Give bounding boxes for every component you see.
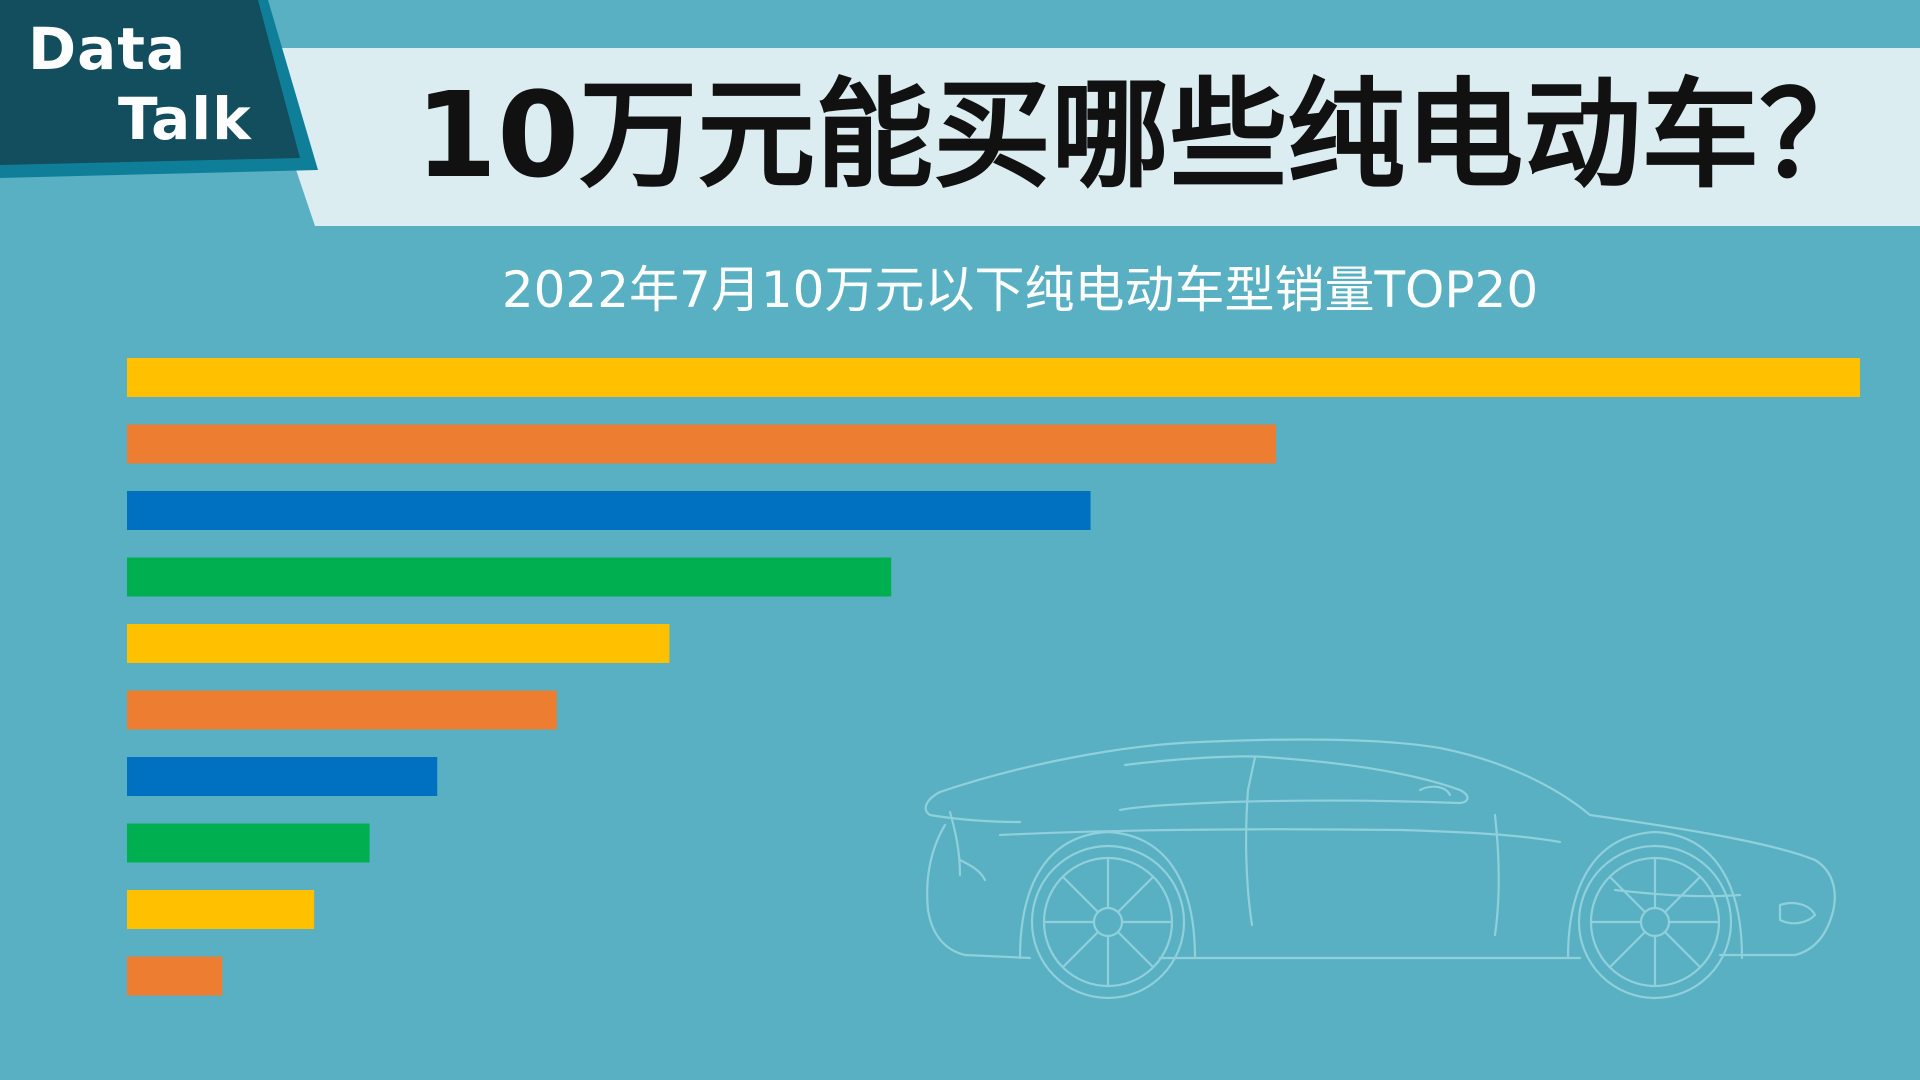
bar-2 bbox=[127, 424, 1276, 464]
badge-text-data: Data bbox=[28, 15, 187, 83]
page-title: 10万元能买哪些纯电动车？ bbox=[415, 66, 1878, 204]
bar-4 bbox=[127, 557, 892, 597]
bar-7 bbox=[127, 757, 438, 796]
chart-title: 2022年7月10万元以下纯电动车型销量TOP20 bbox=[501, 261, 1539, 319]
bar-6 bbox=[127, 690, 557, 730]
bar-3 bbox=[127, 491, 1091, 530]
bars-group bbox=[127, 358, 1860, 996]
bar-9 bbox=[127, 890, 315, 929]
badge-text-talk: Talk bbox=[118, 85, 252, 153]
bar-10 bbox=[127, 956, 223, 996]
bar-5 bbox=[127, 624, 670, 663]
data-talk-badge bbox=[0, 0, 300, 165]
car-outline-illustration bbox=[924, 738, 1836, 1000]
bar-8 bbox=[127, 823, 370, 863]
bar-1 bbox=[127, 358, 1860, 397]
title-band bbox=[255, 48, 1920, 226]
